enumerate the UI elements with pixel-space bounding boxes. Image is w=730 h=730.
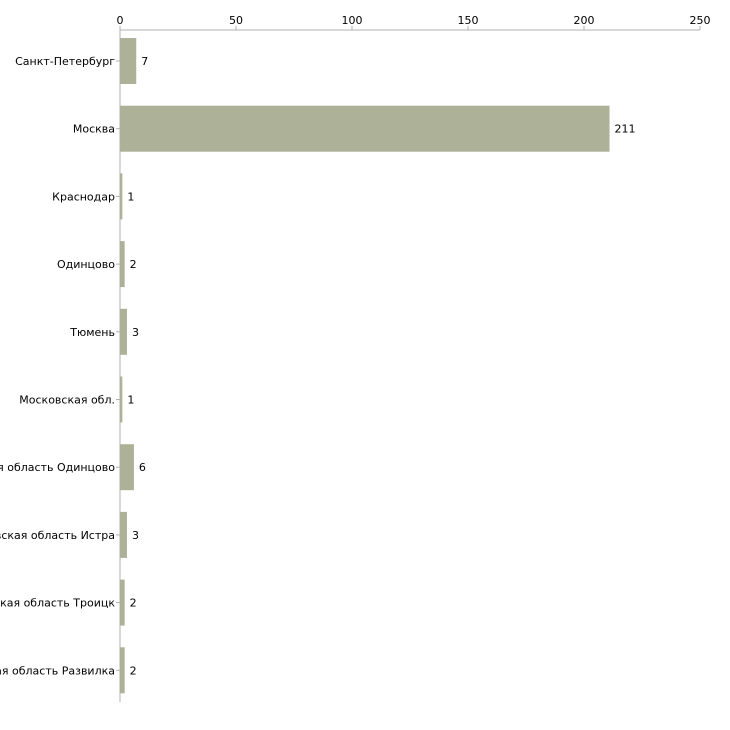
- bar: [120, 444, 134, 491]
- category-label: Московская область Троицк: [0, 597, 115, 610]
- bar: [120, 579, 125, 626]
- value-label: 1: [127, 394, 134, 407]
- bars: [120, 38, 610, 694]
- category-label: Московская область Истра: [0, 529, 115, 542]
- x-tick-label: 250: [690, 14, 711, 27]
- value-label: 6: [139, 461, 146, 474]
- value-label: 3: [132, 529, 139, 542]
- category-label: Московская обл.: [19, 394, 115, 407]
- value-label: 1: [127, 190, 134, 203]
- bar: [120, 105, 610, 152]
- x-tick-label: 0: [117, 14, 124, 27]
- category-label: Московская область Одинцово: [0, 461, 115, 474]
- category-label: Московская область Развилка: [0, 664, 115, 677]
- category-label: Одинцово: [57, 258, 115, 271]
- x-tick-label: 200: [574, 14, 595, 27]
- value-label: 211: [615, 123, 636, 136]
- bar: [120, 173, 123, 220]
- bar: [120, 511, 127, 558]
- value-label: 7: [141, 55, 148, 68]
- bar: [120, 308, 127, 355]
- bar: [120, 647, 125, 694]
- x-tick-label: 50: [229, 14, 243, 27]
- value-label: 2: [130, 664, 137, 677]
- value-label: 2: [130, 597, 137, 610]
- x-tick-label: 100: [342, 14, 363, 27]
- category-label: Санкт-Петербург: [15, 55, 115, 68]
- value-label: 3: [132, 326, 139, 339]
- category-label: Краснодар: [52, 190, 115, 203]
- bar: [120, 241, 125, 288]
- bar: [120, 376, 123, 423]
- category-label: Москва: [73, 123, 115, 136]
- category-label: Тюмень: [69, 326, 115, 339]
- x-tick-label: 150: [458, 14, 479, 27]
- value-label: 2: [130, 258, 137, 271]
- bar: [120, 38, 137, 84]
